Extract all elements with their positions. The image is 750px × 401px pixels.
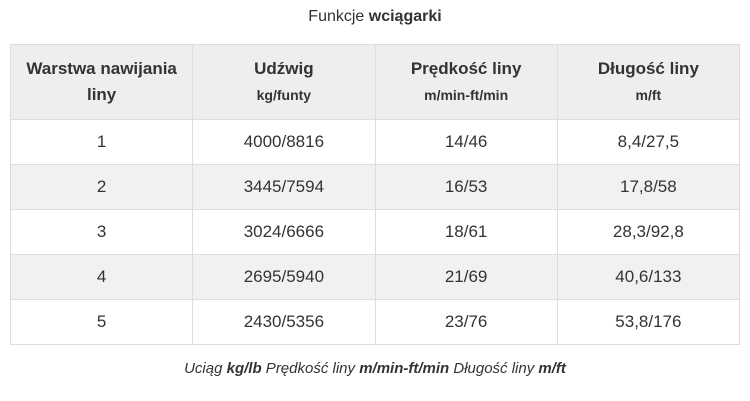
table-cell-layer: 3 xyxy=(9,209,194,255)
table-header-row: Warstwa nawijania liny Udźwig kg/funty P… xyxy=(9,44,741,120)
table-cell-speed: 21/69 xyxy=(374,254,558,300)
table-cell-capacity: 2430/5356 xyxy=(192,299,376,345)
page-title-normal: Funkcje xyxy=(308,8,369,25)
header-cell-rope-speed: Prędkość liny m/min-ft/min xyxy=(374,44,558,120)
table-cell-capacity: 4000/8816 xyxy=(192,119,376,165)
page-title-bold: wciągarki xyxy=(368,8,442,25)
page-title: Funkcje wciągarki xyxy=(0,8,750,26)
table-header: Warstwa nawijania liny Udźwig kg/funty P… xyxy=(9,44,741,120)
header-cell-rope-layer: Warstwa nawijania liny xyxy=(9,44,194,120)
footer-segment: Długość liny xyxy=(449,360,539,377)
table-cell-speed: 16/53 xyxy=(374,164,558,210)
table-body: 1 4000/8816 14/46 8,4/27,5 2 3445/7594 1… xyxy=(9,119,741,345)
table-cell-capacity: 3024/6666 xyxy=(192,209,376,255)
footer-legend: Uciąg kg/lb Prędkość liny m/min-ft/min D… xyxy=(0,360,750,377)
table-cell-length: 40,6/133 xyxy=(556,254,741,300)
header-cell-rope-length: Długość liny m/ft xyxy=(556,44,741,120)
header-label: Długość liny xyxy=(597,59,699,78)
footer-segment: m/min-ft/min xyxy=(359,360,450,377)
table-row: 5 2430/5356 23/76 53,8/176 xyxy=(9,299,741,345)
header-label: Prędkość liny xyxy=(410,59,522,78)
header-label: Udźwig xyxy=(254,59,314,78)
header-unit: m/ft xyxy=(635,87,662,103)
table-row: 3 3024/6666 18/61 28,3/92,8 xyxy=(9,209,741,255)
table-cell-capacity: 3445/7594 xyxy=(192,164,376,210)
table-cell-length: 17,8/58 xyxy=(556,164,741,210)
table-cell-layer: 5 xyxy=(9,299,194,345)
table-cell-length: 8,4/27,5 xyxy=(556,119,741,165)
table-cell-layer: 4 xyxy=(9,254,194,300)
header-label: Warstwa nawijania liny xyxy=(26,59,177,104)
table-row: 2 3445/7594 16/53 17,8/58 xyxy=(9,164,741,210)
table-cell-speed: 23/76 xyxy=(374,299,558,345)
footer-segment: m/ft xyxy=(538,360,566,377)
table-cell-length: 53,8/176 xyxy=(556,299,741,345)
footer-segment: Uciąg xyxy=(184,360,227,377)
table-row: 4 2695/5940 21/69 40,6/133 xyxy=(9,254,741,300)
footer-segment: Prędkość liny xyxy=(261,360,360,377)
table-cell-length: 28,3/92,8 xyxy=(556,209,741,255)
winch-spec-table: Warstwa nawijania liny Udźwig kg/funty P… xyxy=(9,44,741,345)
header-unit: kg/funty xyxy=(256,87,312,103)
table-cell-layer: 1 xyxy=(9,119,194,165)
table-cell-speed: 18/61 xyxy=(374,209,558,255)
table-cell-capacity: 2695/5940 xyxy=(192,254,376,300)
header-unit: m/min-ft/min xyxy=(424,87,509,103)
table-row: 1 4000/8816 14/46 8,4/27,5 xyxy=(9,119,741,165)
table-cell-layer: 2 xyxy=(9,164,194,210)
footer-segment: kg/lb xyxy=(226,360,262,377)
table-cell-speed: 14/46 xyxy=(374,119,558,165)
header-cell-capacity: Udźwig kg/funty xyxy=(192,44,376,120)
